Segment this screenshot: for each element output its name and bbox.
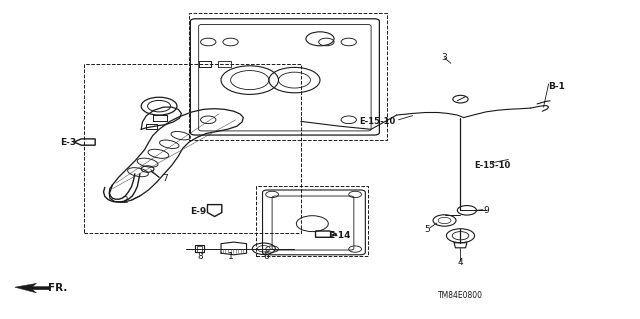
Text: 1: 1 bbox=[228, 252, 234, 261]
Text: 6: 6 bbox=[264, 252, 269, 261]
Text: E-15-10: E-15-10 bbox=[474, 161, 511, 170]
Text: E-3: E-3 bbox=[60, 137, 76, 146]
Text: E-9: E-9 bbox=[191, 207, 207, 216]
Text: E-14: E-14 bbox=[328, 231, 351, 240]
Bar bbox=[256, 187, 368, 256]
Bar bbox=[84, 64, 301, 233]
Text: 8: 8 bbox=[198, 252, 204, 261]
Text: E-15-10: E-15-10 bbox=[359, 117, 396, 126]
Text: 5: 5 bbox=[424, 225, 430, 234]
Bar bbox=[189, 13, 387, 140]
Text: TM84E0800: TM84E0800 bbox=[438, 291, 483, 300]
Polygon shape bbox=[15, 283, 49, 293]
Text: FR.: FR. bbox=[49, 283, 68, 293]
Text: 4: 4 bbox=[458, 258, 463, 267]
Text: 7: 7 bbox=[163, 174, 168, 183]
Text: 9: 9 bbox=[483, 206, 489, 215]
Text: 2: 2 bbox=[122, 196, 128, 205]
Text: 3: 3 bbox=[442, 53, 447, 62]
Text: B-1: B-1 bbox=[548, 82, 564, 91]
